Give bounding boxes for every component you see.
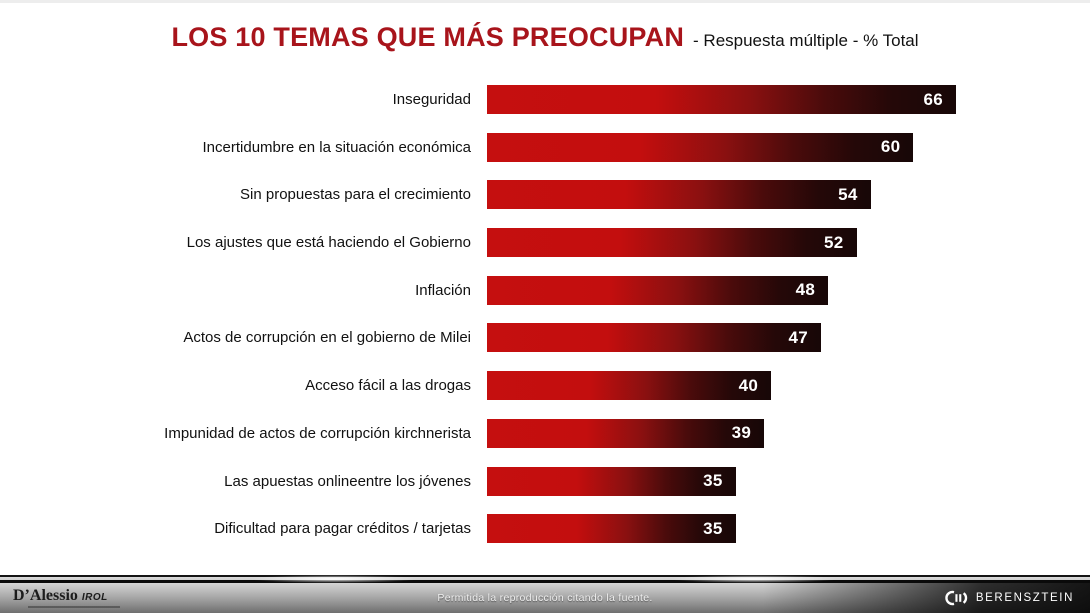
dalessio-logo-text: D’Alessio [13, 587, 78, 604]
value-label: 54 [838, 184, 858, 204]
category-label: Las apuestas onlineentre los jóvenes [224, 472, 471, 490]
chart-row: Dificultad para pagar créditos / tarjeta… [0, 514, 1090, 544]
berensztein-logo: BERENSZTEIN [944, 583, 1074, 613]
value-label: 48 [795, 280, 816, 300]
berensztein-circle-icon [945, 590, 968, 606]
chart-row: Sin propuestas para el crecimiento 54 [0, 180, 1090, 210]
chart-row: Los ajustes que está haciendo el Gobiern… [0, 228, 1090, 258]
chart-row: Inflación 48 [0, 275, 1090, 305]
irol-logo-text: IROL [81, 592, 108, 603]
chart-row: Acceso fácil a las drogas 40 [0, 371, 1090, 401]
category-label: Impunidad de actos de corrupción kirchne… [164, 424, 471, 442]
chart-header: LOS 10 TEMAS QUE MÁS PREOCUPAN - Respuest… [0, 22, 1090, 53]
bar: 35 [487, 466, 736, 496]
value-label: 35 [703, 471, 723, 490]
value-label: 35 [703, 518, 723, 538]
category-label: Sin propuestas para el crecimiento [240, 186, 471, 204]
category-label: Inflación [415, 281, 471, 299]
bar: 39 [487, 418, 765, 448]
bar: 66 [487, 85, 956, 114]
chart-row: Impunidad de actos de corrupción kirchne… [0, 418, 1090, 448]
chart-row: Actos de corrupción en el gobierno de Mi… [0, 323, 1090, 353]
category-label: Acceso fácil a las drogas [305, 377, 471, 395]
chart-row: Inseguridad 66 [0, 85, 1090, 114]
bar: 54 [487, 180, 871, 210]
bar: 48 [487, 275, 829, 305]
chart-row: Incertidumbre en la situación económica 6… [0, 132, 1090, 162]
category-label: Dificultad para pagar créditos / tarjeta… [214, 520, 471, 538]
shine-glint [249, 575, 419, 583]
dalessio-tagline-line [28, 606, 120, 608]
footer-panel: Permitida la reproducción citando la fue… [0, 583, 1090, 613]
chart-row: Las apuestas onlineentre los jóvenes 35 [0, 466, 1090, 496]
value-label: 39 [731, 423, 752, 443]
dalessio-irol-logo: D’Alessio IROL [13, 587, 120, 608]
value-label: 47 [788, 327, 808, 347]
footer-note: Permitida la reproducción citando la fue… [437, 592, 653, 604]
category-label: Incertidumbre en la situación económica [202, 138, 471, 156]
bar: 52 [487, 228, 857, 258]
value-label: 52 [823, 232, 844, 252]
bar: 40 [487, 371, 772, 401]
value-label: 60 [880, 137, 901, 157]
value-label: 66 [923, 89, 943, 109]
page-title: LOS 10 TEMAS QUE MÁS PREOCUPAN [171, 22, 685, 52]
bar: 47 [487, 323, 821, 353]
bar: 35 [487, 514, 736, 544]
top-border-line [0, 0, 1090, 3]
shine-glint [669, 575, 839, 583]
category-label: Inseguridad [392, 91, 471, 108]
value-label: 40 [738, 375, 759, 395]
bar: 60 [487, 132, 914, 162]
category-label: Los ajustes que está haciendo el Gobiern… [186, 234, 471, 252]
berensztein-logo-text: BERENSZTEIN [975, 592, 1074, 604]
metallic-stripe [0, 575, 1090, 583]
footer-band: Permitida la reproducción citando la fue… [0, 575, 1090, 613]
page-subtitle: - Respuesta múltiple - % Total [693, 31, 919, 50]
category-label: Actos de corrupción en el gobierno de Mi… [183, 329, 471, 347]
bar-chart: Inseguridad 66 Incertidumbre en la situaci… [0, 85, 1090, 562]
